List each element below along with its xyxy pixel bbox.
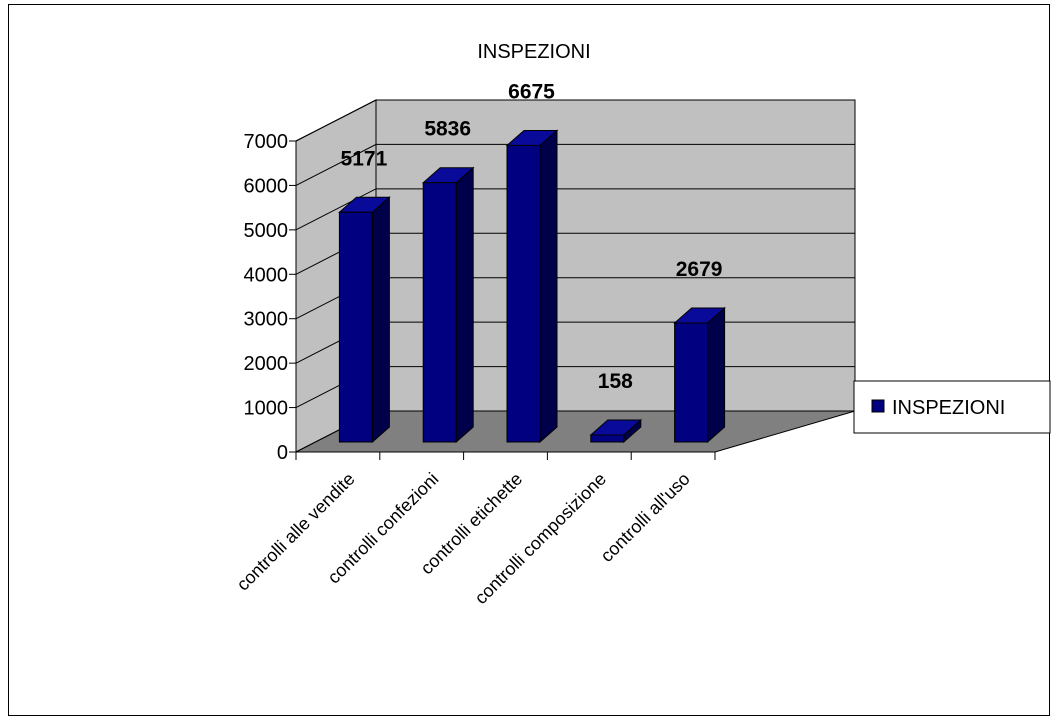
data-labels: 5171 5836 6675 158 2679 bbox=[341, 80, 723, 393]
legend-swatch bbox=[871, 399, 885, 413]
gridline bbox=[295, 143, 855, 186]
bars bbox=[338, 129, 726, 444]
legend-box bbox=[853, 380, 1051, 434]
data-label: 158 bbox=[598, 370, 633, 393]
bar-front bbox=[422, 182, 457, 443]
bar-front bbox=[506, 144, 541, 443]
legend: INSPEZIONI bbox=[853, 380, 1051, 434]
bar bbox=[338, 196, 391, 444]
x-tick-label: controlli all'uso bbox=[597, 469, 694, 566]
y-tick-label: 2000 bbox=[244, 353, 289, 375]
chart-title: INSPEZIONI bbox=[477, 41, 590, 63]
data-label: 5171 bbox=[341, 147, 388, 170]
bar-side bbox=[539, 129, 558, 444]
y-tick-label: 0 bbox=[277, 442, 288, 464]
y-tick-label: 5000 bbox=[244, 220, 289, 242]
y-tick-label: 1000 bbox=[244, 398, 289, 420]
bar bbox=[421, 166, 475, 444]
bar-front bbox=[674, 322, 709, 443]
bar-side bbox=[371, 196, 390, 444]
bar-front bbox=[590, 434, 625, 443]
bar-side bbox=[455, 166, 474, 444]
bar-side bbox=[707, 306, 726, 444]
y-tick-label: 3000 bbox=[244, 309, 289, 331]
data-label: 5836 bbox=[424, 118, 471, 141]
y-tick-label: 7000 bbox=[244, 131, 289, 153]
bar-front bbox=[338, 211, 373, 443]
y-axis: 0 1000 2000 3000 4000 5000 6000 7000 bbox=[244, 131, 297, 464]
data-label: 2679 bbox=[676, 258, 723, 281]
bar bbox=[589, 418, 643, 444]
gridline bbox=[295, 188, 855, 231]
gridline bbox=[295, 99, 855, 142]
y-tick-label: 4000 bbox=[244, 264, 289, 286]
bar bbox=[673, 306, 726, 444]
y-tick-label: 6000 bbox=[244, 175, 289, 197]
legend-label: INSPEZIONI bbox=[892, 397, 1005, 419]
bar bbox=[505, 129, 559, 444]
data-label: 6675 bbox=[508, 80, 555, 103]
